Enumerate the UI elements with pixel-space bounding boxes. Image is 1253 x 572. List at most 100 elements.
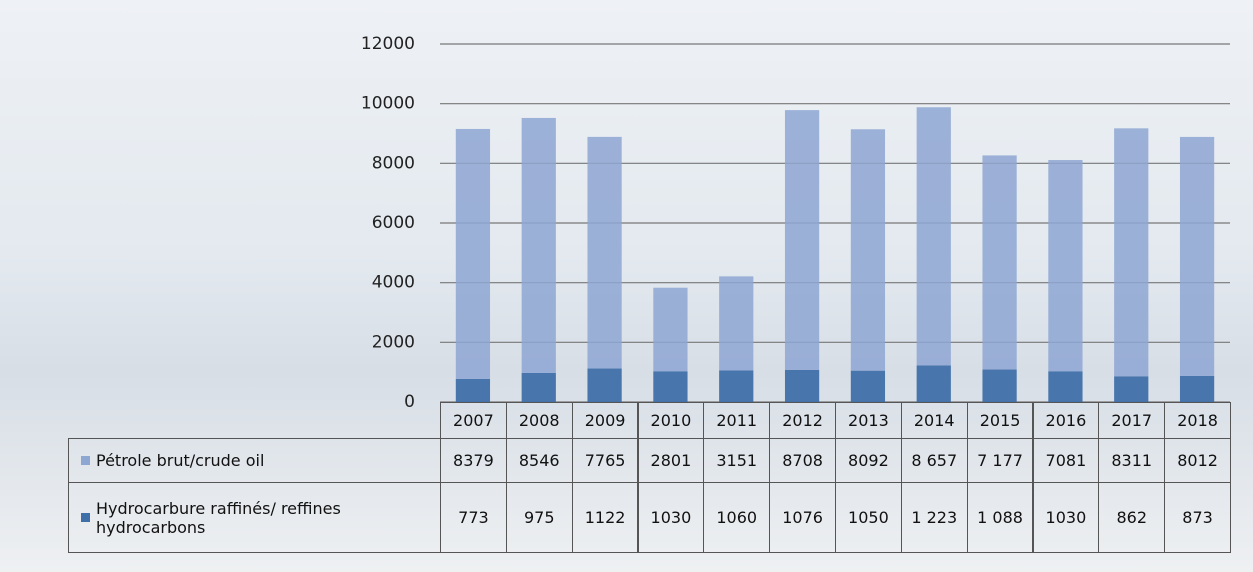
y-tick-label: 2000 bbox=[372, 332, 415, 352]
data-label: 873 bbox=[1164, 482, 1231, 553]
bar bbox=[1114, 128, 1149, 377]
x-tick-label-text: 2009 bbox=[584, 411, 626, 430]
data-label-text: 1122 bbox=[584, 508, 626, 527]
x-tick-label: 2014 bbox=[900, 402, 968, 439]
data-label-text: 8379 bbox=[453, 451, 494, 470]
bar bbox=[850, 129, 886, 371]
x-tick-label-text: 2016 bbox=[1045, 411, 1087, 430]
bar bbox=[1179, 136, 1215, 376]
x-tick-label: 2012 bbox=[769, 402, 836, 439]
bar bbox=[455, 128, 491, 379]
bar bbox=[653, 287, 688, 372]
bar bbox=[455, 378, 491, 402]
x-tick-label: 2013 bbox=[835, 402, 902, 439]
bar bbox=[587, 368, 622, 402]
x-tick-label-text: 2007 bbox=[453, 411, 494, 430]
data-label-text: 8708 bbox=[782, 451, 823, 470]
data-label-text: 7765 bbox=[584, 451, 626, 470]
data-label: 8311 bbox=[1098, 438, 1166, 483]
data-label-text: 1076 bbox=[782, 508, 823, 527]
x-tick-label: 2018 bbox=[1164, 402, 1231, 439]
x-tick-label-text: 2017 bbox=[1111, 411, 1153, 430]
bar bbox=[784, 110, 820, 370]
legend-swatch bbox=[81, 456, 90, 465]
x-tick-label-text: 2012 bbox=[782, 411, 823, 430]
bar bbox=[521, 117, 556, 373]
data-label: 7081 bbox=[1032, 438, 1100, 483]
x-tick-label: 2009 bbox=[571, 402, 639, 439]
data-label: 1060 bbox=[703, 482, 771, 553]
data-label-text: 873 bbox=[1182, 508, 1213, 527]
data-label: 1030 bbox=[1032, 482, 1100, 553]
data-label: 3151 bbox=[703, 438, 771, 483]
legend-entry: Pétrole brut/crude oil bbox=[68, 438, 441, 483]
bar bbox=[916, 107, 951, 366]
bar bbox=[1114, 376, 1149, 402]
data-label: 1050 bbox=[835, 482, 902, 553]
x-tick-label: 2017 bbox=[1098, 402, 1166, 439]
bar bbox=[1048, 160, 1083, 372]
data-label: 8708 bbox=[769, 438, 836, 483]
data-label-text: 3151 bbox=[716, 451, 758, 470]
bar bbox=[719, 370, 754, 402]
y-tick-label: 8000 bbox=[372, 153, 415, 173]
data-label: 1076 bbox=[769, 482, 836, 553]
y-tick-label: 4000 bbox=[372, 273, 415, 293]
data-label-text: 1 223 bbox=[911, 508, 958, 527]
data-label-text: 1 088 bbox=[977, 508, 1023, 527]
bar bbox=[1048, 371, 1083, 402]
y-tick-label: 10000 bbox=[361, 94, 415, 114]
y-tick-label: 6000 bbox=[372, 213, 415, 233]
legend-entry: Hydrocarbure raffinés/ reffines hydrocar… bbox=[68, 482, 441, 553]
data-label: 1030 bbox=[637, 482, 705, 553]
data-label-text: 862 bbox=[1116, 508, 1148, 527]
x-tick-label-text: 2010 bbox=[650, 411, 692, 430]
x-tick-label-text: 2015 bbox=[979, 411, 1021, 430]
legend-swatch bbox=[81, 513, 90, 522]
legend-entry-text: Hydrocarbure raffinés/ reffines hydrocar… bbox=[96, 498, 341, 537]
y-tick-label: 0 bbox=[404, 392, 415, 412]
x-tick-label-text: 2014 bbox=[913, 411, 955, 430]
x-tick-label: 2011 bbox=[703, 402, 771, 439]
bar bbox=[850, 370, 886, 402]
x-tick-label: 2016 bbox=[1032, 402, 1100, 439]
bar bbox=[719, 276, 754, 371]
data-label: 1 223 bbox=[900, 482, 968, 553]
data-label-text: 1030 bbox=[650, 508, 692, 527]
x-tick-label-text: 2018 bbox=[1177, 411, 1218, 430]
data-label-text: 773 bbox=[458, 508, 489, 527]
data-label: 7765 bbox=[571, 438, 639, 483]
data-label: 7 177 bbox=[966, 438, 1034, 483]
x-tick-label: 2010 bbox=[637, 402, 705, 439]
data-label-text: 8012 bbox=[1177, 451, 1218, 470]
data-label: 2801 bbox=[637, 438, 705, 483]
data-label-text: 1050 bbox=[848, 508, 889, 527]
data-label: 8 657 bbox=[900, 438, 968, 483]
bar bbox=[1179, 375, 1215, 402]
data-label: 8092 bbox=[835, 438, 902, 483]
data-label-text: 8546 bbox=[518, 451, 560, 470]
data-label-text: 975 bbox=[523, 508, 555, 527]
x-tick-label: 2015 bbox=[966, 402, 1034, 439]
bar bbox=[982, 155, 1017, 370]
x-tick-label-text: 2011 bbox=[716, 411, 758, 430]
data-label-text: 1060 bbox=[716, 508, 758, 527]
legend-entry-text: Pétrole brut/crude oil bbox=[96, 451, 265, 470]
data-label: 862 bbox=[1098, 482, 1166, 553]
data-label-text: 8 657 bbox=[911, 451, 958, 470]
bar bbox=[784, 369, 820, 402]
x-tick-label-text: 2008 bbox=[518, 411, 560, 430]
data-label-text: 7081 bbox=[1045, 451, 1087, 470]
x-tick-label: 2007 bbox=[440, 402, 507, 439]
bar bbox=[653, 371, 688, 402]
data-label-text: 8092 bbox=[848, 451, 889, 470]
data-label-text: 8311 bbox=[1111, 451, 1153, 470]
x-tick-label-text: 2013 bbox=[848, 411, 889, 430]
data-label: 8379 bbox=[440, 438, 507, 483]
data-label: 1122 bbox=[571, 482, 639, 553]
data-label-text: 2801 bbox=[650, 451, 692, 470]
bar bbox=[916, 365, 951, 402]
x-tick-label: 2008 bbox=[505, 402, 573, 439]
